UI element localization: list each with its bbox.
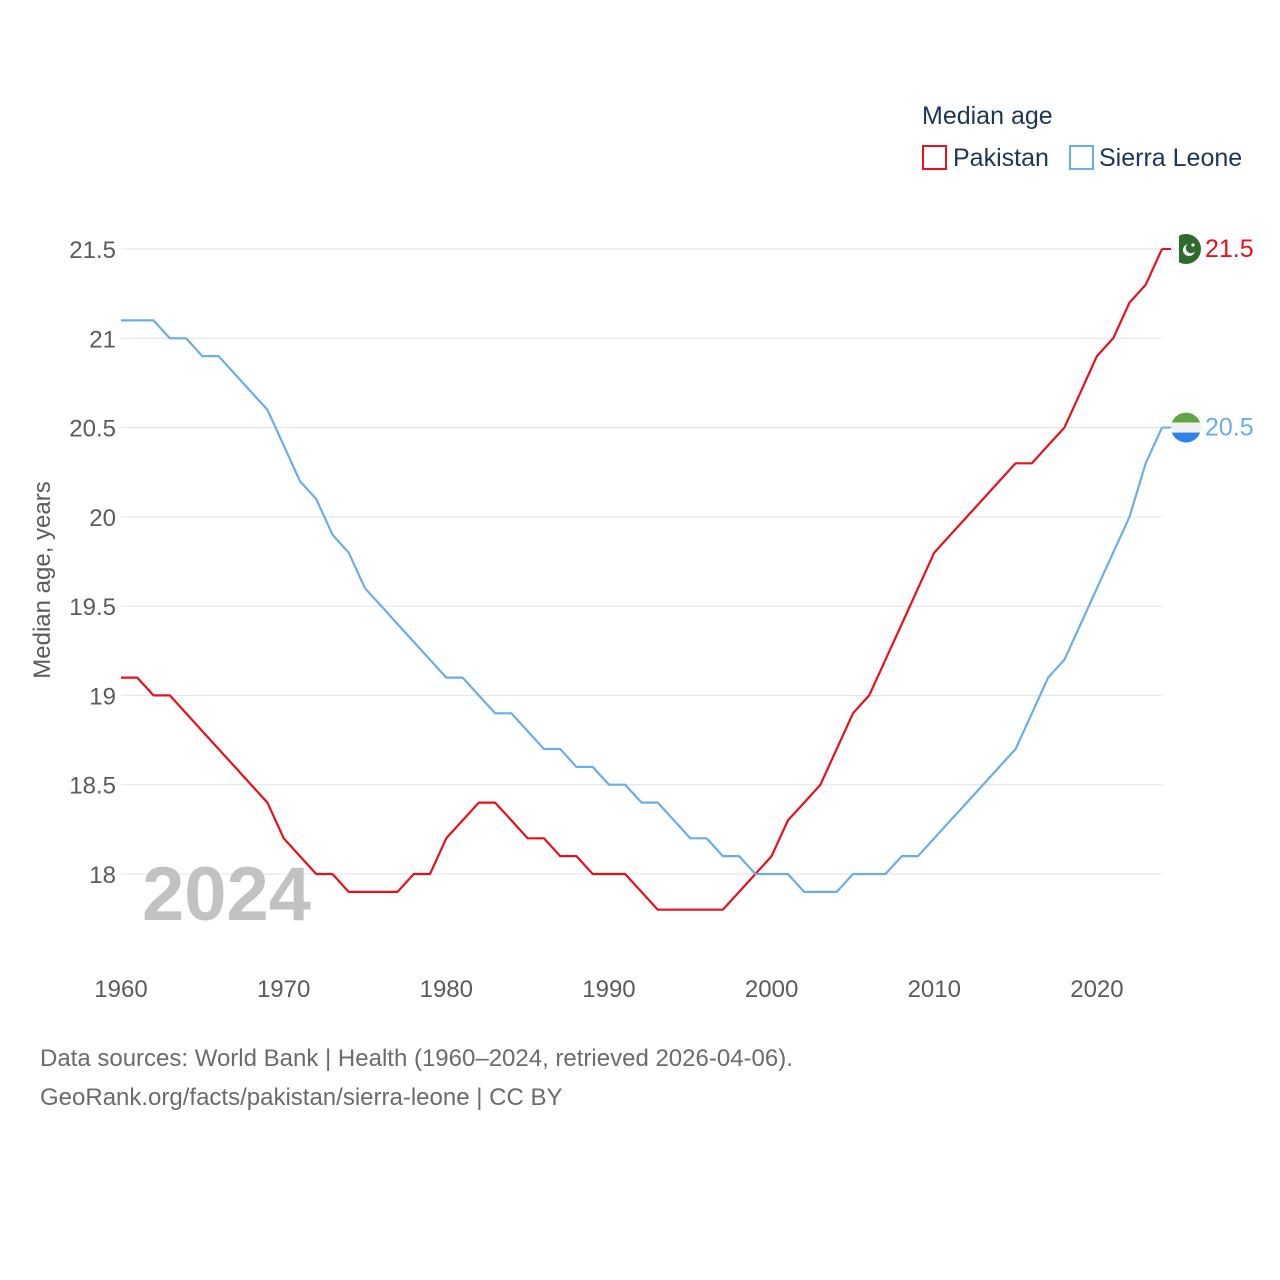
legend[interactable]: Median age Pakistan Sierra Leone (922, 102, 1242, 172)
y-tick-label: 18 (89, 862, 116, 889)
legend-swatch-sierra-leone (1069, 145, 1094, 170)
x-tick-label: 1990 (582, 976, 635, 1003)
legend-title: Median age (922, 102, 1053, 130)
x-axis-ticks: 1960 1970 1980 1990 2000 2010 2020 (94, 976, 1123, 1003)
y-tick-label: 20 (89, 505, 116, 532)
series-end-labels: 21.5 20.5 (1162, 234, 1254, 443)
legend-item-pakistan[interactable]: Pakistan (922, 144, 1049, 172)
x-tick-label: 1960 (94, 976, 147, 1003)
gridlines (121, 248, 1162, 875)
series-lines (121, 248, 1164, 911)
legend-swatch-pakistan (922, 145, 947, 170)
year-watermark: 2024 (142, 852, 311, 937)
series-line-pakistan[interactable] (121, 248, 1164, 911)
y-tick-label: 21.5 (69, 237, 116, 264)
sierra-leone-flag-icon (1171, 412, 1201, 443)
y-tick-label: 19 (89, 683, 116, 710)
y-tick-label: 21 (89, 326, 116, 353)
x-tick-label: 2020 (1070, 976, 1123, 1003)
series-line-sierra-leone[interactable] (121, 319, 1164, 893)
x-tick-label: 2010 (908, 976, 961, 1003)
data-source-note: Data sources: World Bank | Health (1960–… (40, 1045, 793, 1072)
y-tick-label: 18.5 (69, 773, 116, 800)
end-value-pakistan: 21.5 (1205, 235, 1254, 263)
y-tick-label: 20.5 (69, 416, 116, 443)
x-tick-label: 1970 (257, 976, 310, 1003)
y-axis-label: Median age, years (29, 481, 56, 678)
y-axis-ticks: 18 18.5 19 19.5 20 20.5 21 21.5 (69, 237, 116, 889)
legend-item-sierra-leone[interactable]: Sierra Leone (1069, 144, 1242, 172)
legend-label-sierra-leone: Sierra Leone (1099, 144, 1242, 172)
legend-label-pakistan: Pakistan (953, 144, 1049, 172)
x-tick-label: 2000 (745, 976, 798, 1003)
source-url[interactable]: GeoRank.org/facts/pakistan/sierra-leone … (40, 1084, 563, 1111)
pakistan-flag-icon (1171, 234, 1201, 264)
x-tick-label: 1980 (420, 976, 473, 1003)
end-value-sierra-leone: 20.5 (1205, 414, 1254, 442)
y-tick-label: 19.5 (69, 594, 116, 621)
